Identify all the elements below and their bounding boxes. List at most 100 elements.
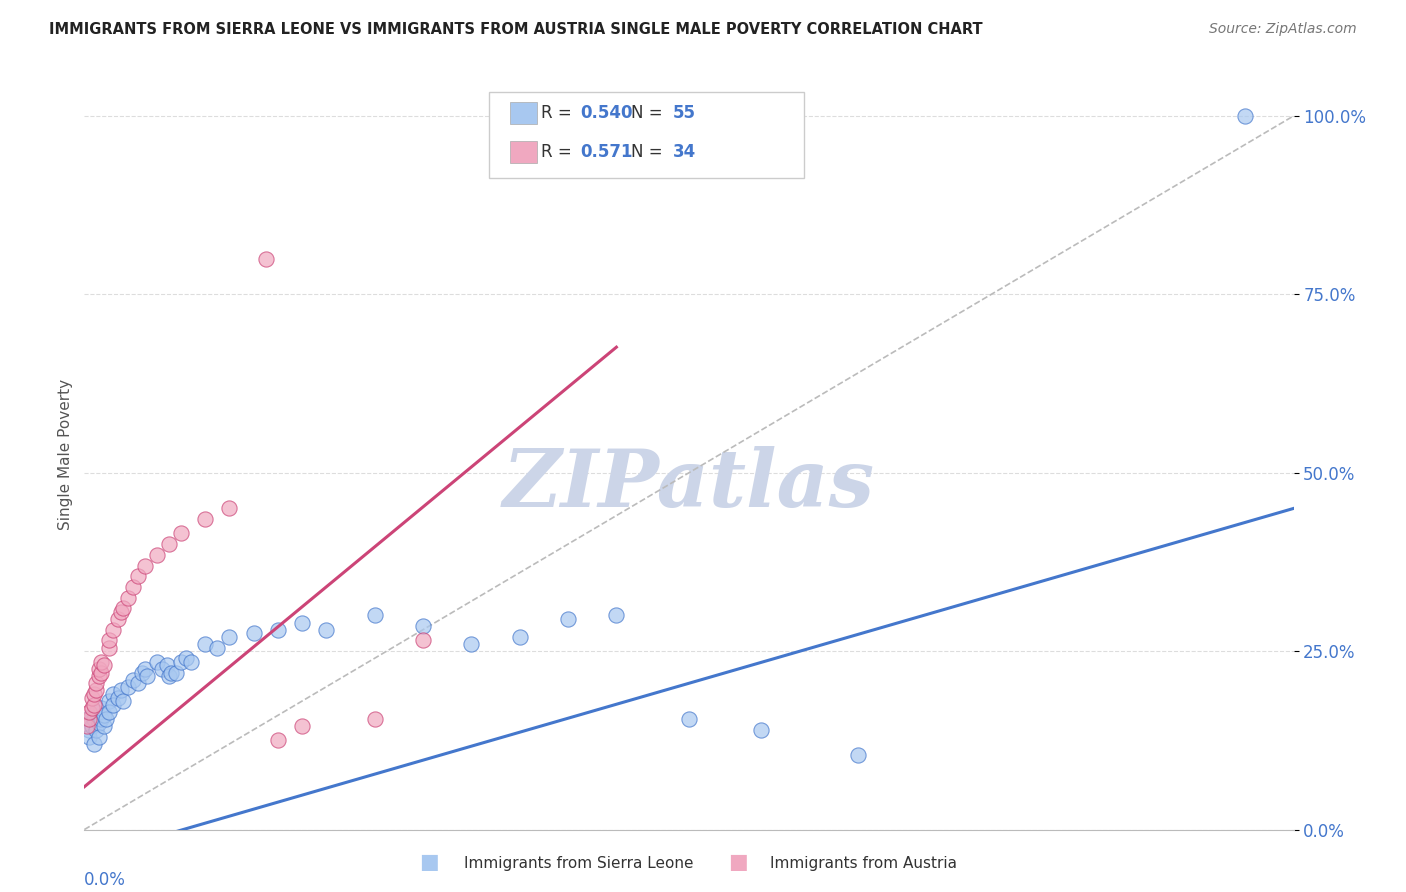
Point <box>117 591 139 605</box>
Point <box>80 708 103 723</box>
Point <box>174 651 197 665</box>
Point <box>93 719 115 733</box>
Text: 0.540: 0.540 <box>581 103 633 122</box>
Point <box>86 723 108 737</box>
Point <box>90 655 112 669</box>
Point <box>846 747 869 762</box>
Point <box>83 698 105 712</box>
Point <box>93 658 115 673</box>
Point <box>77 705 100 719</box>
Text: R =: R = <box>541 103 578 122</box>
Point <box>146 655 169 669</box>
Text: 34: 34 <box>673 144 696 161</box>
FancyBboxPatch shape <box>510 102 537 124</box>
FancyBboxPatch shape <box>510 141 537 163</box>
Point <box>678 712 700 726</box>
Point <box>267 733 290 747</box>
Point <box>1234 109 1257 123</box>
Point <box>80 719 103 733</box>
Point <box>363 608 385 623</box>
Point <box>170 526 193 541</box>
Point <box>315 623 337 637</box>
Point <box>86 705 108 719</box>
Text: ■: ■ <box>728 853 748 872</box>
Text: 55: 55 <box>673 103 696 122</box>
Point <box>412 619 434 633</box>
Point <box>80 701 103 715</box>
Point <box>412 633 434 648</box>
Text: IMMIGRANTS FROM SIERRA LEONE VS IMMIGRANTS FROM AUSTRIA SINGLE MALE POVERTY CORR: IMMIGRANTS FROM SIERRA LEONE VS IMMIGRAN… <box>49 22 983 37</box>
Point <box>97 694 120 708</box>
Point <box>90 701 112 715</box>
Point <box>146 548 169 562</box>
Point <box>103 623 125 637</box>
Point <box>83 687 105 701</box>
Text: N =: N = <box>631 144 668 161</box>
Point <box>112 601 135 615</box>
Point <box>87 669 110 683</box>
Point <box>131 665 153 680</box>
Point <box>194 637 217 651</box>
Point <box>97 705 120 719</box>
Point <box>218 501 240 516</box>
Point <box>77 723 100 737</box>
Text: Source: ZipAtlas.com: Source: ZipAtlas.com <box>1209 22 1357 37</box>
Point <box>86 683 108 698</box>
Point <box>107 612 129 626</box>
Point <box>150 662 173 676</box>
Point <box>291 719 314 733</box>
Point <box>94 712 117 726</box>
Text: N =: N = <box>631 103 668 122</box>
Point <box>751 723 773 737</box>
FancyBboxPatch shape <box>489 92 804 178</box>
Point <box>127 569 149 583</box>
Point <box>218 630 240 644</box>
Point <box>97 633 120 648</box>
Point <box>107 690 129 705</box>
Point <box>87 662 110 676</box>
Point <box>165 665 187 680</box>
Point <box>77 712 100 726</box>
Point <box>509 630 531 644</box>
Point <box>267 623 290 637</box>
Point <box>112 694 135 708</box>
Point <box>155 658 177 673</box>
Point <box>87 730 110 744</box>
Point <box>291 615 314 630</box>
Point <box>76 719 98 733</box>
Text: Immigrants from Austria: Immigrants from Austria <box>770 856 957 871</box>
Point <box>103 687 125 701</box>
Point <box>103 698 125 712</box>
Point <box>117 680 139 694</box>
Point <box>134 558 156 573</box>
Point <box>127 676 149 690</box>
Point <box>605 608 627 623</box>
Point <box>80 690 103 705</box>
Point <box>86 676 108 690</box>
Point <box>160 665 183 680</box>
Point <box>90 712 112 726</box>
Text: 0.571: 0.571 <box>581 144 633 161</box>
Point <box>242 626 264 640</box>
Point <box>87 715 110 730</box>
Point <box>157 669 180 683</box>
Point <box>557 612 579 626</box>
Text: ZIPatlas: ZIPatlas <box>503 446 875 524</box>
Point <box>254 252 277 266</box>
Point <box>77 730 100 744</box>
Point <box>207 640 229 655</box>
Point <box>83 712 105 726</box>
Point <box>363 712 385 726</box>
Point <box>76 712 98 726</box>
Point <box>90 665 112 680</box>
Point <box>97 640 120 655</box>
Text: Immigrants from Sierra Leone: Immigrants from Sierra Leone <box>464 856 693 871</box>
Point <box>136 669 159 683</box>
Point <box>110 605 132 619</box>
Point <box>121 580 143 594</box>
Point <box>93 708 115 723</box>
Point <box>110 683 132 698</box>
Point <box>134 662 156 676</box>
Point <box>194 512 217 526</box>
Y-axis label: Single Male Poverty: Single Male Poverty <box>58 379 73 531</box>
